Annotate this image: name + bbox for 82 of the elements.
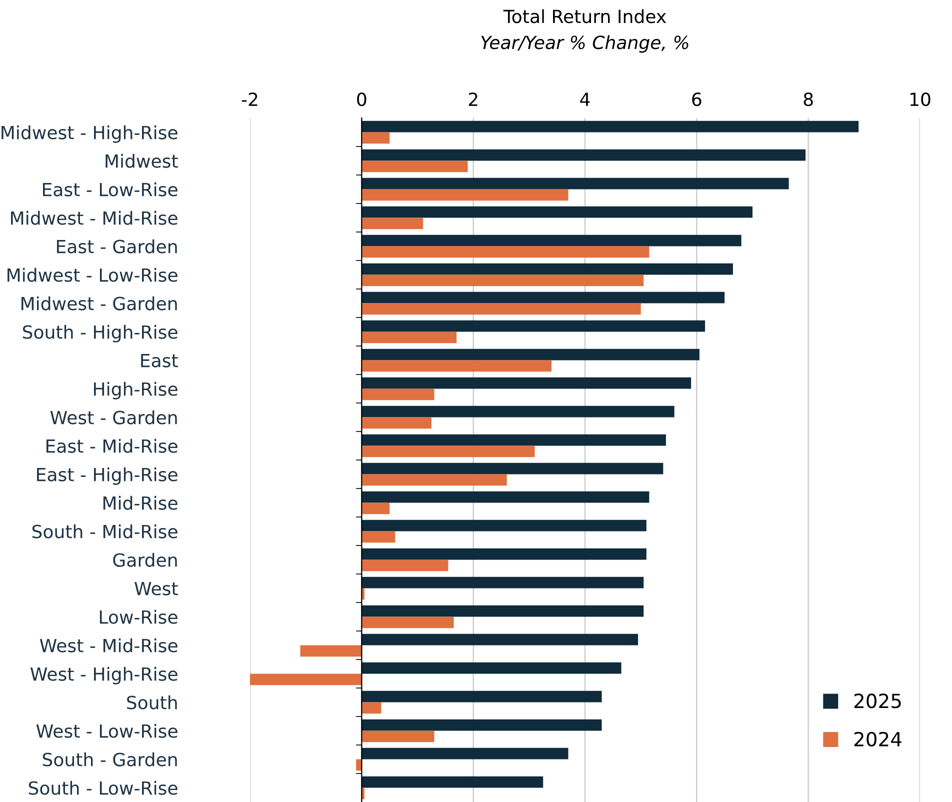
y-tick-label: West - Garden (50, 410, 177, 424)
y-tick-label: South (127, 695, 177, 710)
bar (362, 776, 544, 788)
x-tick-label: 8 (804, 92, 813, 106)
y-tick-label: Midwest (106, 154, 178, 168)
chart-title: Total Return Index (503, 9, 666, 24)
y-tick-label: Midwest - Mid-Rise (11, 210, 178, 225)
bar (362, 120, 859, 132)
y-tick-label: South - Garden (42, 752, 177, 766)
bar (362, 406, 674, 418)
bar (362, 719, 602, 731)
bar (362, 474, 507, 486)
x-tick-label: 6 (692, 92, 702, 106)
bar (362, 320, 706, 332)
bar (362, 417, 432, 429)
bar (362, 189, 568, 201)
bar (362, 446, 535, 458)
bar (362, 730, 434, 742)
y-tick-label: East - Garden (56, 239, 177, 254)
y-tick-label: Low-Rise (100, 610, 178, 624)
bar (362, 360, 552, 372)
bar (362, 576, 644, 588)
y-tick-label: West (134, 582, 178, 596)
bar (356, 759, 362, 771)
y-tick-label: East - High-Rise (37, 467, 178, 485)
x-tick-label: 10 (910, 92, 930, 106)
legend-label: 2024 (854, 732, 902, 747)
bar (362, 303, 641, 315)
bar (362, 605, 644, 617)
bar (362, 149, 806, 161)
x-tick-label: 0 (357, 92, 366, 106)
bar (362, 246, 650, 258)
bar (362, 502, 390, 514)
y-tick-label: East - Mid-Rise (46, 438, 178, 453)
y-tick-label: Midwest - Garden (22, 296, 177, 310)
bar (362, 332, 457, 344)
bar (362, 548, 646, 560)
y-tick-label: Midwest - High-Rise (2, 125, 178, 143)
bar (362, 263, 733, 275)
bar (362, 462, 664, 474)
bar (362, 748, 568, 760)
legend-label: 2025 (854, 694, 901, 708)
y-tick-label: High-Rise (94, 382, 178, 400)
chart-subtitle: Year/Year % Change, % (481, 35, 688, 53)
bar (362, 292, 725, 304)
bar (362, 634, 638, 646)
bar (362, 132, 390, 144)
bar (362, 377, 692, 389)
y-tick-label: South - High-Rise (22, 324, 178, 342)
x-tick-label: -2 (242, 92, 258, 106)
bar (250, 674, 362, 686)
bar (362, 434, 666, 446)
bar (362, 662, 622, 674)
y-tick-label: Midwest - Low-Rise (8, 268, 178, 282)
x-tick-label: 4 (580, 92, 590, 106)
bar (362, 388, 434, 400)
y-tick-label: South - Low-Rise (28, 780, 178, 795)
bar (362, 206, 752, 218)
bar (362, 520, 646, 532)
bar (362, 690, 602, 702)
bar (362, 560, 448, 572)
x-tick-label: 2 (468, 92, 478, 106)
y-tick-label: Garden (113, 552, 177, 567)
bar (362, 616, 454, 628)
bar (362, 491, 650, 503)
y-tick-label: West - High-Rise (30, 666, 178, 684)
bar (362, 702, 382, 714)
bar (362, 178, 789, 190)
bar (362, 234, 742, 246)
y-tick-label: East (141, 354, 178, 368)
bar (362, 531, 396, 543)
bar (362, 274, 644, 286)
y-tick-label: Mid-Rise (103, 496, 178, 510)
y-tick-label: West - Mid-Rise (40, 638, 178, 652)
y-tick-label: East - Low-Rise (43, 182, 178, 196)
bar (362, 348, 700, 360)
bar (300, 645, 362, 657)
bar (362, 788, 364, 800)
y-tick-label: South - Mid-Rise (32, 524, 178, 538)
bar (362, 160, 468, 172)
y-tick-label: West - Low-Rise (36, 724, 178, 738)
bar (362, 218, 424, 230)
